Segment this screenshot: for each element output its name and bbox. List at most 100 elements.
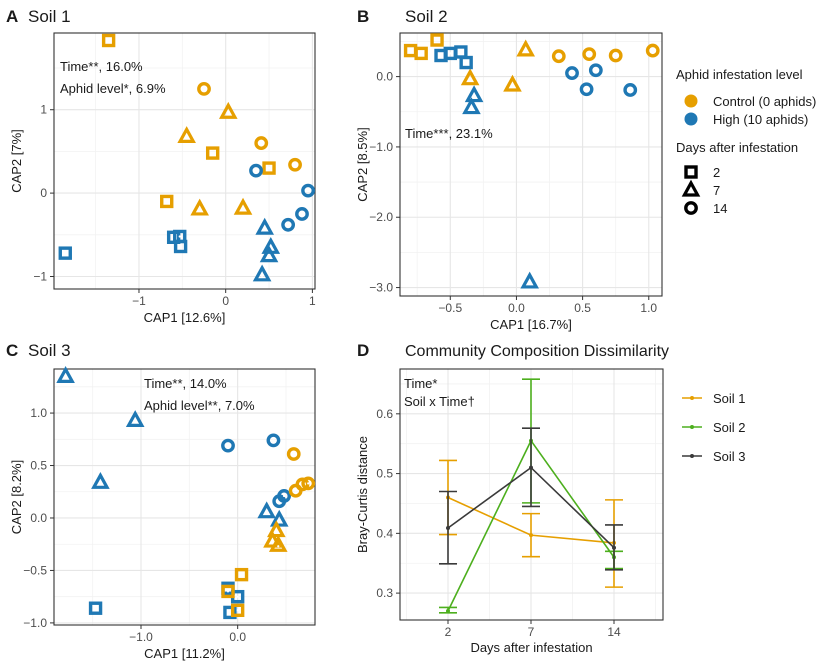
legend-label-high: High (10 aphids): [713, 112, 808, 127]
stat-annotation: Time**, 16.0%: [60, 59, 143, 74]
point-high-day-triangle: [269, 509, 289, 527]
point-control-day-triangle: [516, 39, 536, 57]
stat-annotation: Soil x Time†: [404, 394, 475, 409]
point-high-day-square: [58, 246, 72, 260]
point-high-day-triangle: [56, 366, 75, 383]
y-tick-label: −0.5: [23, 563, 47, 577]
y-tick-label: −1: [33, 269, 47, 283]
x-tick-label: 14: [607, 625, 621, 639]
point-high-day-square: [459, 55, 473, 70]
series-soil-3: [439, 427, 623, 571]
x-tick-label: 0.0: [229, 630, 246, 644]
panel-letter-d: D: [357, 341, 369, 360]
stat-annotation: Time*: [404, 376, 437, 391]
aphid-legend-title: Aphid infestation level: [676, 67, 803, 82]
panel-a-title: Soil 1: [28, 7, 71, 26]
point-high-day-triangle: [125, 410, 145, 428]
point-high-day-circle: [623, 83, 638, 97]
y-tick-label: 0.5: [30, 459, 47, 473]
legend-key-dot: [690, 425, 694, 429]
legend-key-square: [684, 165, 698, 179]
point-control-day-triangle: [268, 534, 288, 552]
point-control-day-circle: [254, 136, 269, 150]
y-tick-label: 0.6: [376, 407, 393, 421]
point-high-day-circle: [588, 63, 603, 78]
x-tick-label: 7: [528, 625, 535, 639]
point-high-day-square: [454, 45, 468, 59]
panel-c: C Soil 3 −1.0 0.0 1.0 0.5 0.0 −0.5 −1.0 CAP1 [1…: [6, 341, 316, 661]
x-tick-label: 1: [309, 294, 316, 308]
point-control-day-square: [230, 603, 245, 618]
point-control-day-circle: [608, 48, 623, 63]
point-high-day-triangle: [462, 97, 481, 115]
y-tick-label: 1: [40, 103, 47, 117]
point-control-day-square: [262, 161, 276, 175]
point-control-day-circle: [582, 47, 597, 61]
y-tick-label: 0.5: [376, 467, 393, 481]
point-high-day-triangle: [259, 245, 279, 263]
data-point: [446, 525, 450, 530]
panel-b: B Soil 2 −0.5 0.0 0.5 1.0 0.0 −1.0 −2.0 −3.0 CAP…: [355, 7, 663, 332]
x-axis-label: CAP1 [12.6%]: [144, 310, 226, 325]
y-tick-label: 0.0: [30, 511, 47, 525]
y-axis-label: CAP2 [8.5%]: [355, 127, 370, 201]
data-point: [529, 465, 533, 470]
y-axis-label: Bray-Curtis distance: [355, 436, 370, 553]
x-tick-label: 2: [445, 625, 452, 639]
point-control-day-square: [205, 146, 220, 160]
y-tick-label: 0.0: [376, 70, 393, 84]
point-control-day-triangle: [503, 74, 522, 92]
point-high-day-square: [173, 239, 188, 254]
point-control-day-square: [160, 194, 174, 209]
legend-label-day-14: 14: [713, 201, 727, 216]
y-tick-label: −2.0: [369, 210, 393, 224]
plot-frame: [53, 32, 316, 290]
point-high-day-triangle: [255, 217, 275, 235]
panel-d-title: Community Composition Dissimilarity: [405, 343, 669, 360]
point-high-day-circle: [295, 207, 309, 221]
y-tick-label: 1.0: [30, 406, 47, 420]
x-tick-label: 0.5: [574, 301, 591, 315]
point-control-day-circle: [286, 447, 301, 461]
legend-label-soil: Soil 1: [713, 391, 746, 406]
x-axis-label: CAP1 [11.2%]: [144, 646, 225, 661]
point-high-day-circle: [579, 82, 594, 97]
data-point: [612, 545, 616, 550]
point-control-day-square: [430, 33, 444, 47]
point-high-day-triangle: [252, 264, 272, 282]
y-tick-label: 0.3: [376, 586, 393, 600]
y-tick-label: 0.4: [376, 526, 393, 540]
stat-annotation: Aphid level*, 6.9%: [60, 81, 166, 96]
panel-letter-b: B: [357, 7, 369, 26]
panel-b-title: Soil 2: [405, 7, 448, 26]
legend-label-soil: Soil 2: [713, 420, 746, 435]
point-high-day-triangle: [257, 501, 276, 519]
point-control-day-circle: [551, 49, 566, 64]
panel-letter-c: C: [6, 341, 18, 360]
point-high-day-circle: [565, 66, 579, 80]
plot-frame: [399, 32, 663, 297]
data-point: [446, 609, 450, 614]
stat-annotation: Aphid level**, 7.0%: [144, 398, 255, 413]
panel-a: A Soil 1 −1 0 1 −1 0 1 CAP1 [12.6%] CAP2 [7%] Ti…: [6, 7, 316, 325]
point-control-day-triangle: [233, 197, 253, 215]
stat-annotation: Time**, 14.0%: [144, 376, 227, 391]
days-legend-title: Days after infestation: [676, 140, 798, 155]
x-tick-label: 0.0: [508, 301, 525, 315]
line-legend: Soil 1 Soil 2 Soil 3: [682, 391, 746, 464]
point-high-day-circle: [266, 433, 281, 448]
panel-d: D Community Composition Dissimilarity 0.…: [355, 341, 669, 655]
legend-label-control: Control (0 aphids): [713, 94, 816, 109]
point-high-day-triangle: [520, 271, 539, 289]
legend-label-day-7: 7: [713, 183, 720, 198]
x-tick-label: −1.0: [129, 630, 153, 644]
x-tick-label: 1.0: [640, 301, 657, 315]
point-high-day-triangle: [91, 471, 110, 489]
point-control-day-square: [414, 46, 428, 61]
point-control-day-triangle: [190, 198, 209, 216]
legend-key-circle: [684, 201, 698, 215]
point-high-day-square: [223, 605, 237, 620]
point-control-day-triangle: [177, 126, 196, 144]
scatter-legend: Aphid infestation level Days after infes…: [676, 67, 816, 216]
